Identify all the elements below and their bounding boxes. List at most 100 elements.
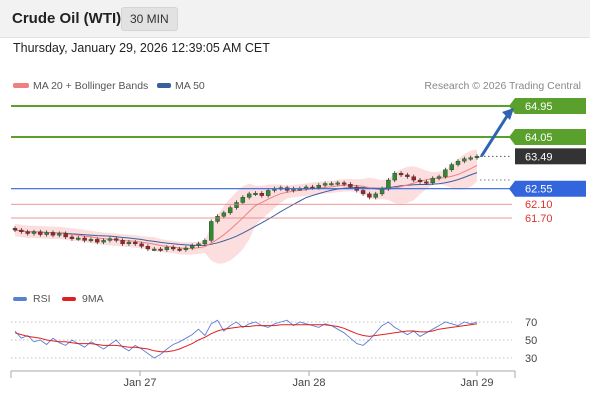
candle-up: [462, 158, 467, 162]
rsi-tick-label: 70: [525, 317, 537, 329]
candle-up: [152, 248, 157, 251]
rsi-legend-label: RSI: [33, 293, 51, 305]
candle-up: [240, 197, 246, 203]
candle-down: [360, 190, 366, 195]
bollinger-band: [15, 149, 477, 264]
candle-down: [63, 233, 68, 238]
candle-down: [171, 247, 176, 250]
candle-up: [44, 232, 49, 235]
resistance-label: 64.05: [525, 132, 553, 144]
ma20-legend-swatch: [13, 83, 29, 88]
candle-up: [392, 172, 397, 181]
candle-up: [449, 164, 454, 170]
candle-down: [133, 241, 138, 245]
candle-up: [215, 216, 220, 222]
candle-down: [82, 237, 87, 241]
candle-up: [183, 247, 189, 250]
rsi-ma9-line: [14, 323, 478, 353]
candle-down: [145, 246, 151, 250]
candle-down: [177, 248, 182, 251]
last-price-label: 63.49: [525, 151, 553, 163]
ma20-legend-label: MA 20 + Bollinger Bands: [33, 80, 148, 92]
candle-down: [424, 181, 429, 184]
candle-up: [373, 193, 378, 198]
candle-up: [126, 241, 132, 245]
candle-up: [468, 157, 473, 160]
candle-up: [316, 185, 321, 188]
ma50-legend-label: MA 50: [175, 80, 205, 92]
chart-datetime: Thursday, January 29, 2026 12:39:05 AM C…: [13, 41, 270, 55]
candle-up: [455, 160, 461, 165]
candle-up: [443, 169, 448, 177]
candle-up: [76, 237, 81, 240]
candle-up: [190, 245, 195, 249]
candle-down: [259, 192, 265, 196]
candle-up: [335, 182, 340, 185]
last-price-label-box: [515, 148, 586, 165]
pivot-label-box: [509, 180, 586, 197]
rsi-line: [14, 319, 478, 359]
candle-down: [69, 236, 75, 239]
candle-up: [474, 156, 480, 159]
candle-up: [196, 243, 201, 246]
instrument-title: Crude Oil (WTI): [12, 10, 122, 27]
research-credit: Research © 2026 Trading Central: [424, 80, 581, 92]
candle-up: [386, 179, 391, 189]
ma50-legend-swatch: [157, 83, 171, 88]
candle-up: [208, 221, 214, 241]
ma50-line: [14, 172, 478, 246]
pivot-label: 62.55: [525, 184, 553, 196]
candle-up: [265, 190, 271, 196]
candle-down: [158, 248, 163, 251]
candle-up: [31, 231, 37, 234]
candle-down: [12, 228, 18, 231]
candle-down: [398, 172, 404, 176]
candle-down: [50, 232, 56, 236]
candle-down: [367, 193, 372, 198]
rsi-legend-swatch: [13, 297, 27, 301]
candle-up: [202, 240, 208, 245]
resistance-label: 64.95: [525, 101, 553, 113]
candle-down: [405, 174, 410, 177]
candle-down: [25, 231, 30, 234]
candle-up: [164, 247, 170, 250]
candle-down: [114, 238, 119, 241]
rsi-tick-label: 30: [525, 353, 537, 365]
chart-header: Crude Oil (WTI) 30 MIN: [0, 0, 590, 38]
ma9-legend-swatch: [62, 297, 76, 301]
ma9-legend-label: 9MA: [82, 293, 104, 305]
candle-up: [322, 183, 328, 186]
candle-up: [88, 239, 94, 242]
candle-down: [341, 182, 347, 185]
time-axis-label: Jan 29: [460, 377, 493, 389]
candle-down: [139, 243, 144, 247]
candle-down: [348, 184, 353, 188]
candle-down: [38, 231, 43, 235]
forecast-arrow-head: [502, 108, 514, 120]
candle-down: [411, 176, 416, 181]
resistance-label-box: [509, 129, 586, 146]
candle-up: [221, 212, 227, 217]
candle-up: [234, 202, 239, 208]
candle-down: [120, 240, 125, 245]
candle-up: [253, 192, 258, 195]
candle-down: [95, 239, 100, 243]
candle-up: [379, 188, 385, 195]
candle-up: [246, 193, 252, 198]
rsi-tick-label: 50: [525, 335, 537, 347]
time-axis-label: Jan 27: [123, 377, 156, 389]
candle-down: [417, 179, 423, 183]
candle-up: [436, 176, 442, 179]
candle-up: [430, 178, 435, 184]
candle-up: [329, 183, 334, 186]
candle-up: [227, 207, 233, 214]
time-axis-label: Jan 28: [292, 377, 325, 389]
resistance-label-box: [509, 98, 586, 114]
timeframe-button[interactable]: 30 MIN: [121, 7, 178, 31]
support-label: 62.10: [525, 199, 553, 211]
ma20-line: [14, 164, 478, 250]
candle-up: [101, 240, 106, 243]
candle-up: [107, 238, 113, 241]
candle-up: [57, 233, 62, 236]
